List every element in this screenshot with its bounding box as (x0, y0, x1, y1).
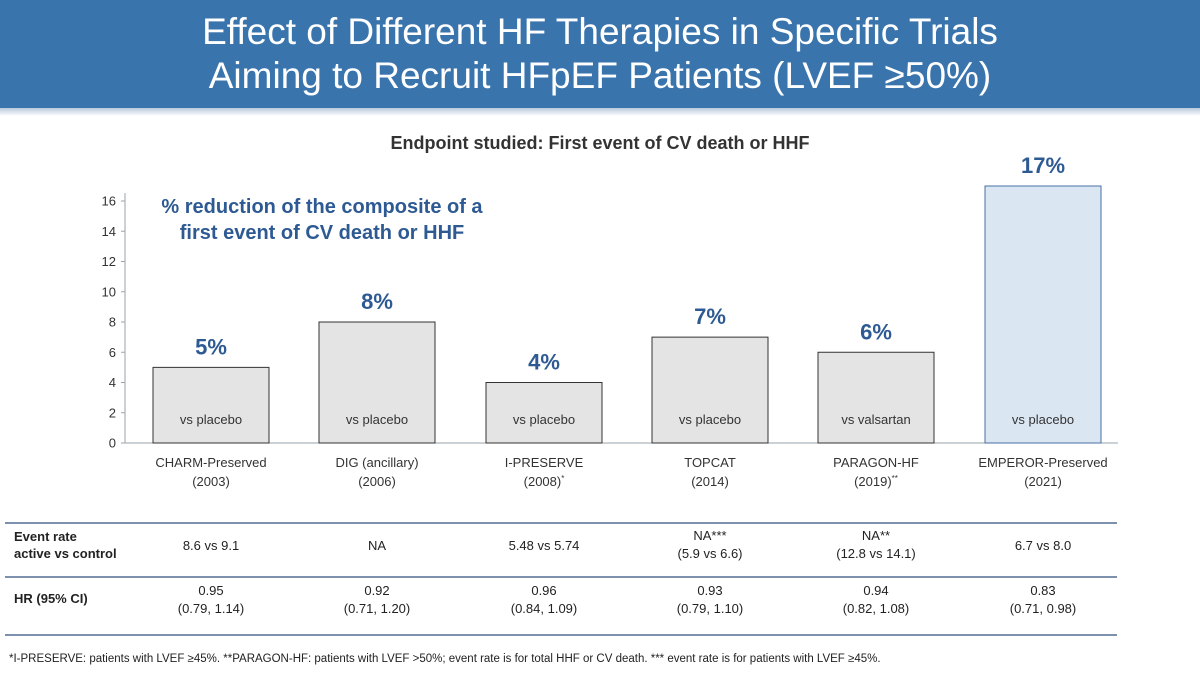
bar (485, 382, 603, 444)
chart-annotation-line-2: first event of CV death or HHF (180, 222, 464, 244)
title-line-1: Effect of Different HF Therapies in Spec… (202, 11, 998, 52)
bar-comparator-label: vs placebo (1012, 412, 1074, 427)
footnote-marker: ** (892, 474, 898, 483)
bar-comparator-label: vs valsartan (841, 412, 910, 427)
x-category-label: TOPCAT (684, 455, 736, 470)
y-tick-label: 14 (102, 224, 116, 239)
bar-value-label: 7% (694, 304, 726, 329)
bar-value-label: 17% (1021, 153, 1065, 178)
x-category-label: CHARM-Preserved (155, 455, 266, 470)
bar-comparator-label: vs placebo (513, 412, 575, 427)
bar (152, 366, 270, 444)
x-category-label: I-PRESERVE (505, 455, 584, 470)
banner-divider (0, 108, 1200, 116)
x-category-year: (2006) (358, 474, 396, 489)
title-line-2: Aiming to Recruit HFpEF Patients (LVEF ≥… (208, 55, 992, 96)
bar-comparator-label: vs placebo (346, 412, 408, 427)
x-category-year: (2008)* (524, 474, 565, 489)
x-category-label: PARAGON-HF (833, 455, 919, 470)
chart-subtitle: Endpoint studied: First event of CV deat… (390, 133, 810, 153)
y-tick-label: 6 (109, 345, 116, 360)
title-banner: Effect of Different HF Therapies in Spec… (0, 0, 1200, 108)
y-tick-label: 4 (109, 375, 116, 390)
bar-value-label: 5% (195, 334, 227, 359)
x-category-label: DIG (ancillary) (335, 455, 418, 470)
bar (651, 336, 769, 444)
bar (984, 185, 1102, 444)
footnote-marker: * (561, 474, 564, 483)
bar (817, 351, 935, 444)
y-tick-label: 2 (109, 405, 116, 420)
bar-comparator-label: vs placebo (679, 412, 741, 427)
bar-value-label: 8% (361, 289, 393, 314)
bar-value-label: 6% (860, 319, 892, 344)
bar (318, 321, 436, 444)
x-category-year: (2014) (691, 474, 729, 489)
y-tick-label: 8 (109, 315, 116, 330)
y-tick-label: 0 (109, 436, 116, 451)
y-tick-label: 16 (102, 194, 116, 209)
bar-value-label: 4% (528, 350, 560, 375)
x-category-year: (2003) (192, 474, 230, 489)
x-category-year: (2021) (1024, 474, 1062, 489)
chart-annotation-line-1: % reduction of the composite of a (161, 196, 483, 218)
bar-comparator-label: vs placebo (180, 412, 242, 427)
y-tick-label: 10 (102, 284, 116, 299)
footnote: *I-PRESERVE: patients with LVEF ≥45%. **… (9, 653, 881, 665)
y-tick-label: 12 (102, 254, 116, 269)
x-category-label: EMPEROR-Preserved (978, 455, 1107, 470)
x-category-year: (2019)** (854, 474, 898, 489)
